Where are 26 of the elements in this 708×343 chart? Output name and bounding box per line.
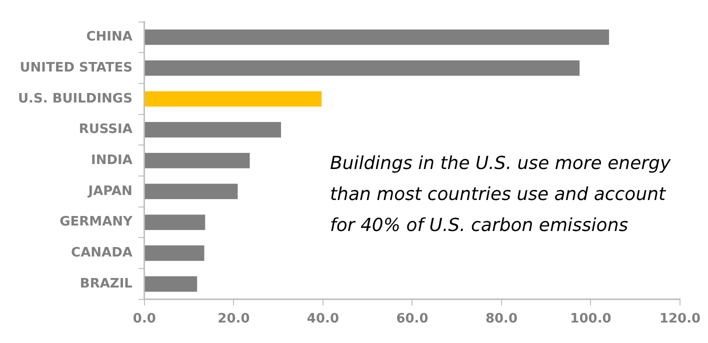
annotation: Buildings in the U.S. use more energy than most countries use and account for 40% of U.S. carbon emissions: [330, 152, 672, 238]
bar: [144, 30, 610, 45]
bar: [144, 276, 198, 292]
x-tick-label: 0.0: [132, 312, 156, 327]
bar: [144, 184, 238, 200]
y-tick-label: U.S. BUILDINGS: [18, 91, 132, 106]
x-tick-label: 40.0: [306, 312, 340, 327]
y-tick-label: INDIA: [91, 152, 132, 168]
x-tick-label: 80.0: [485, 312, 518, 327]
bar: [144, 245, 204, 261]
bar: [144, 60, 580, 76]
bar: [144, 214, 206, 230]
x-tick-label: 20.0: [218, 312, 250, 327]
bar: [144, 122, 282, 138]
x-tick-label: 120.0: [659, 312, 701, 327]
bar: [144, 91, 322, 107]
x-tick-label: 100.0: [570, 312, 612, 327]
y-tick-label: CHINA: [86, 30, 132, 45]
y-tick-label: GERMANY: [60, 214, 134, 230]
x-tick-label: 60.0: [396, 312, 428, 327]
y-tick-label: RUSSIA: [78, 122, 132, 138]
y-tick-label: JAPAN: [87, 184, 132, 199]
y-tick-label: CANADA: [71, 246, 132, 261]
bar: [144, 152, 250, 168]
y-tick-label: UNITED STATES: [20, 60, 132, 76]
y-tick-label: BRAZIL: [80, 276, 132, 292]
